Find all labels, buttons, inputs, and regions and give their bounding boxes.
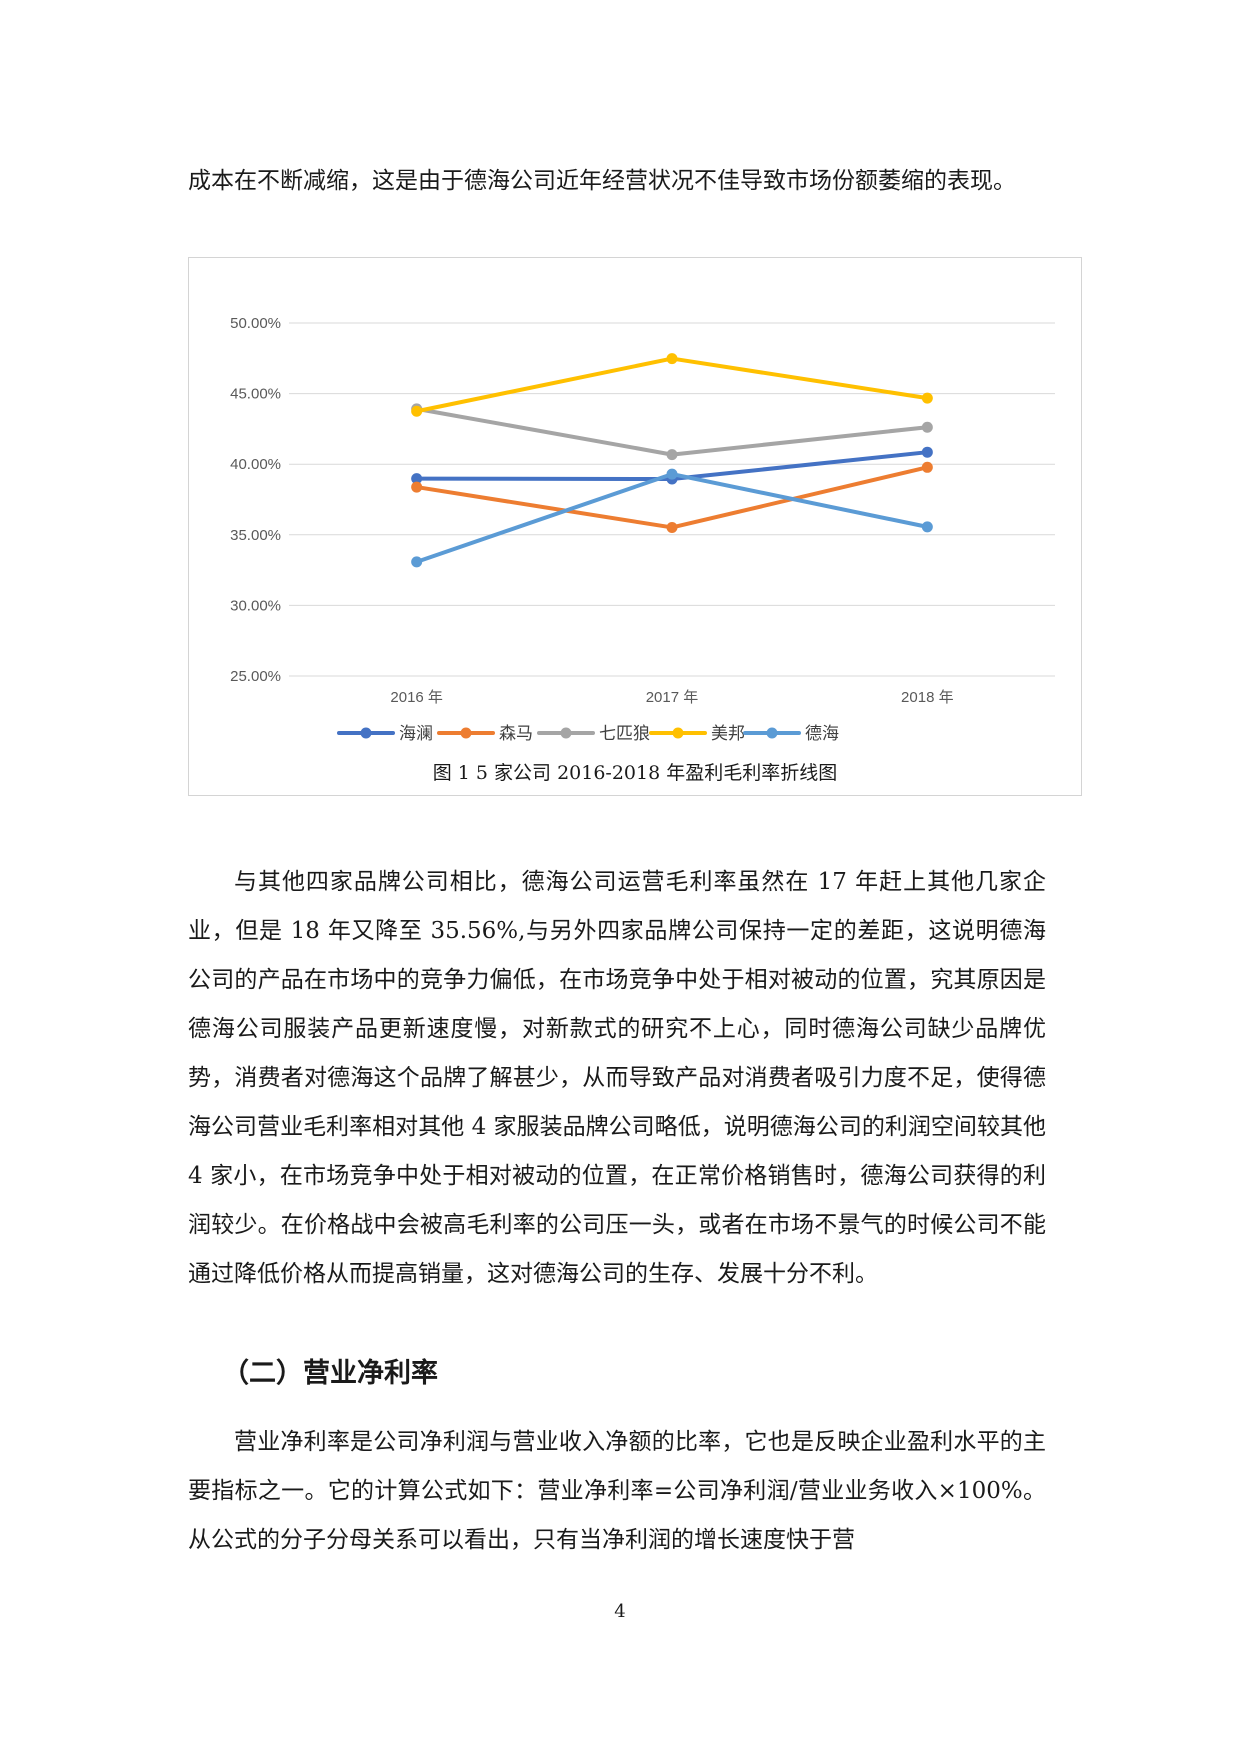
body-paragraph-1: 成本在不断减缩，这是由于德海公司近年经营状况不佳导致市场份额萎缩的表现。 — [188, 168, 1016, 194]
legend-label: 七匹狼 — [599, 724, 650, 744]
figure-caption: 图 1 5 家公司 2016-2018 年盈利毛利率折线图 — [432, 762, 838, 784]
data-point — [666, 521, 678, 533]
body-paragraph-2: 与其他四家品牌公司相比，德海公司运营毛利率虽然在 17 年赶上其他几家企业，但是… — [188, 869, 1046, 1287]
data-point — [921, 392, 933, 404]
legend-marker — [460, 727, 472, 739]
series-line — [414, 406, 930, 457]
data-point — [411, 405, 423, 417]
data-point — [666, 353, 678, 365]
legend-label: 德海 — [805, 724, 839, 744]
section-heading: （二）营业净利率 — [222, 1358, 438, 1389]
legend-label: 美邦 — [711, 724, 745, 744]
line-chart: 50.00% 45.00% 40.00% 35.00% 30.00% 25.00% 201… — [230, 315, 1055, 744]
data-point — [921, 521, 933, 533]
y-tick-label: 40.00% — [230, 456, 281, 473]
x-tick-label: 2018 年 — [901, 689, 954, 706]
y-tick-label: 35.00% — [230, 527, 281, 544]
data-point — [921, 421, 933, 433]
data-point — [666, 449, 678, 461]
legend-marker — [560, 727, 572, 739]
legend-label: 海澜 — [399, 724, 433, 744]
legend-marker — [672, 727, 684, 739]
legend-marker — [360, 727, 372, 739]
x-tick-label: 2016 年 — [390, 689, 443, 706]
data-point — [921, 446, 933, 458]
data-point — [411, 473, 423, 485]
series-line — [414, 356, 930, 414]
y-tick-label: 45.00% — [230, 386, 281, 403]
data-point — [666, 468, 678, 480]
data-point — [411, 556, 423, 568]
data-point — [411, 481, 423, 493]
body-paragraph-3: 营业净利率是公司净利润与营业收入净额的比率，它也是反映企业盈利水平的主要指标之一… — [188, 1429, 1046, 1553]
page-number: 4 — [614, 1601, 626, 1622]
figure-1: 50.00% 45.00% 40.00% 35.00% 30.00% 25.00% 201… — [188, 257, 1082, 796]
x-tick-label: 2017 年 — [646, 689, 699, 706]
y-tick-label: 25.00% — [230, 668, 281, 685]
data-point — [921, 461, 933, 473]
y-tick-label: 50.00% — [230, 315, 281, 332]
legend-marker — [766, 727, 778, 739]
legend-label: 森马 — [499, 724, 533, 744]
y-tick-label: 30.00% — [230, 597, 281, 614]
